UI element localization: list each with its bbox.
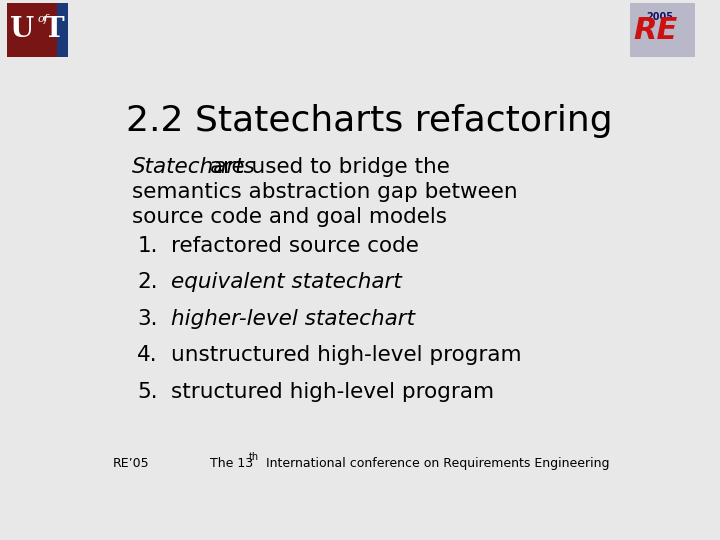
- Text: th: th: [249, 452, 259, 462]
- Text: Statecharts: Statecharts: [132, 157, 256, 177]
- Text: 2.: 2.: [138, 272, 158, 292]
- Text: of: of: [38, 14, 49, 24]
- Text: International conference on Requirements Engineering: International conference on Requirements…: [262, 457, 609, 470]
- Text: 4.: 4.: [138, 346, 158, 366]
- Text: U: U: [10, 16, 35, 43]
- Text: are used to bridge the: are used to bridge the: [203, 157, 450, 177]
- Text: semantics abstraction gap between: semantics abstraction gap between: [132, 181, 518, 201]
- Text: RE’05: RE’05: [112, 457, 149, 470]
- Text: unstructured high-level program: unstructured high-level program: [171, 346, 521, 366]
- FancyBboxPatch shape: [630, 3, 695, 57]
- Text: higher-level statechart: higher-level statechart: [171, 309, 415, 329]
- Text: 1.: 1.: [138, 235, 158, 255]
- Text: 2.2 Statecharts refactoring: 2.2 Statecharts refactoring: [126, 104, 612, 138]
- FancyBboxPatch shape: [58, 3, 68, 57]
- Text: RE: RE: [634, 16, 678, 45]
- Text: equivalent statechart: equivalent statechart: [171, 272, 402, 292]
- FancyBboxPatch shape: [7, 3, 68, 57]
- Text: T: T: [44, 16, 65, 43]
- Text: 3.: 3.: [138, 309, 158, 329]
- Text: The 13: The 13: [210, 457, 253, 470]
- Text: refactored source code: refactored source code: [171, 235, 419, 255]
- Text: 2005: 2005: [647, 12, 673, 23]
- Text: source code and goal models: source code and goal models: [132, 207, 447, 227]
- Text: structured high-level program: structured high-level program: [171, 382, 494, 402]
- Text: 5.: 5.: [138, 382, 158, 402]
